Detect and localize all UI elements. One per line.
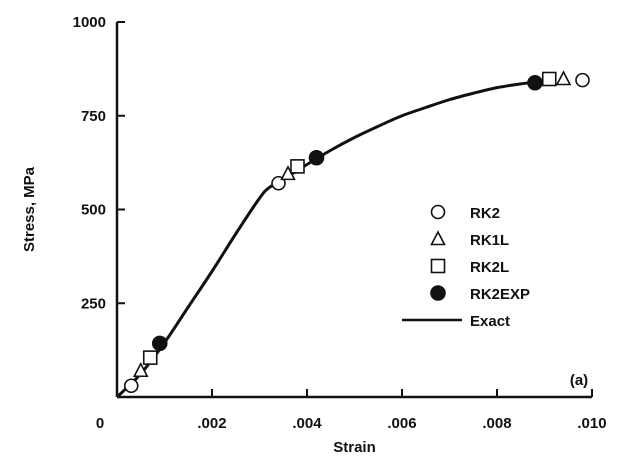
- marker-rk2l: [142, 350, 158, 365]
- legend-marker-rk1l: [430, 230, 446, 246]
- legend: RK2 RK1L RK2L RK2EXP Exact: [402, 204, 530, 330]
- marker-rk2l: [290, 159, 305, 174]
- x-tick-label: .010: [577, 415, 606, 432]
- marker-rk2: [575, 72, 590, 88]
- x-tick-label: .004: [292, 415, 322, 432]
- marker-rk2l: [541, 71, 557, 87]
- axes: [115, 22, 592, 399]
- tick-labels: 0 .002 .004 .006 .008 .010 250 500 750 1000: [73, 14, 607, 432]
- x-tick-label: 0: [96, 415, 104, 432]
- y-tick-label: 750: [81, 108, 106, 125]
- legend-label-rk2: RK2: [470, 205, 500, 222]
- legend-label-rk2l: RK2L: [470, 259, 509, 276]
- panel-label: (a): [570, 372, 588, 389]
- legend-label-rk1l: RK1L: [470, 232, 509, 249]
- legend-marker-rk2l: [430, 258, 446, 274]
- x-tick-label: .002: [197, 415, 226, 432]
- data-markers: [123, 70, 590, 394]
- y-tick-label: 1000: [73, 14, 106, 31]
- y-tick-label: 500: [81, 202, 106, 219]
- marker-rk2exp: [308, 149, 325, 166]
- legend-marker-rk2: [430, 204, 446, 220]
- tick-marks: [117, 21, 593, 397]
- marker-rk2: [123, 378, 139, 394]
- legend-label-rk2exp: RK2EXP: [470, 286, 530, 303]
- x-axis-label: Strain: [333, 439, 376, 456]
- y-axis-label: Stress, MPa: [21, 166, 38, 252]
- legend-label-exact: Exact: [470, 313, 510, 330]
- legend-marker-rk2exp: [430, 285, 446, 301]
- marker-rk1l: [555, 70, 572, 86]
- x-tick-label: .006: [387, 415, 416, 432]
- marker-rk1l: [132, 362, 149, 378]
- x-tick-label: .008: [482, 415, 511, 432]
- marker-rk2exp: [151, 335, 168, 352]
- y-tick-label: 250: [81, 295, 106, 312]
- marker-rk2exp: [527, 74, 543, 91]
